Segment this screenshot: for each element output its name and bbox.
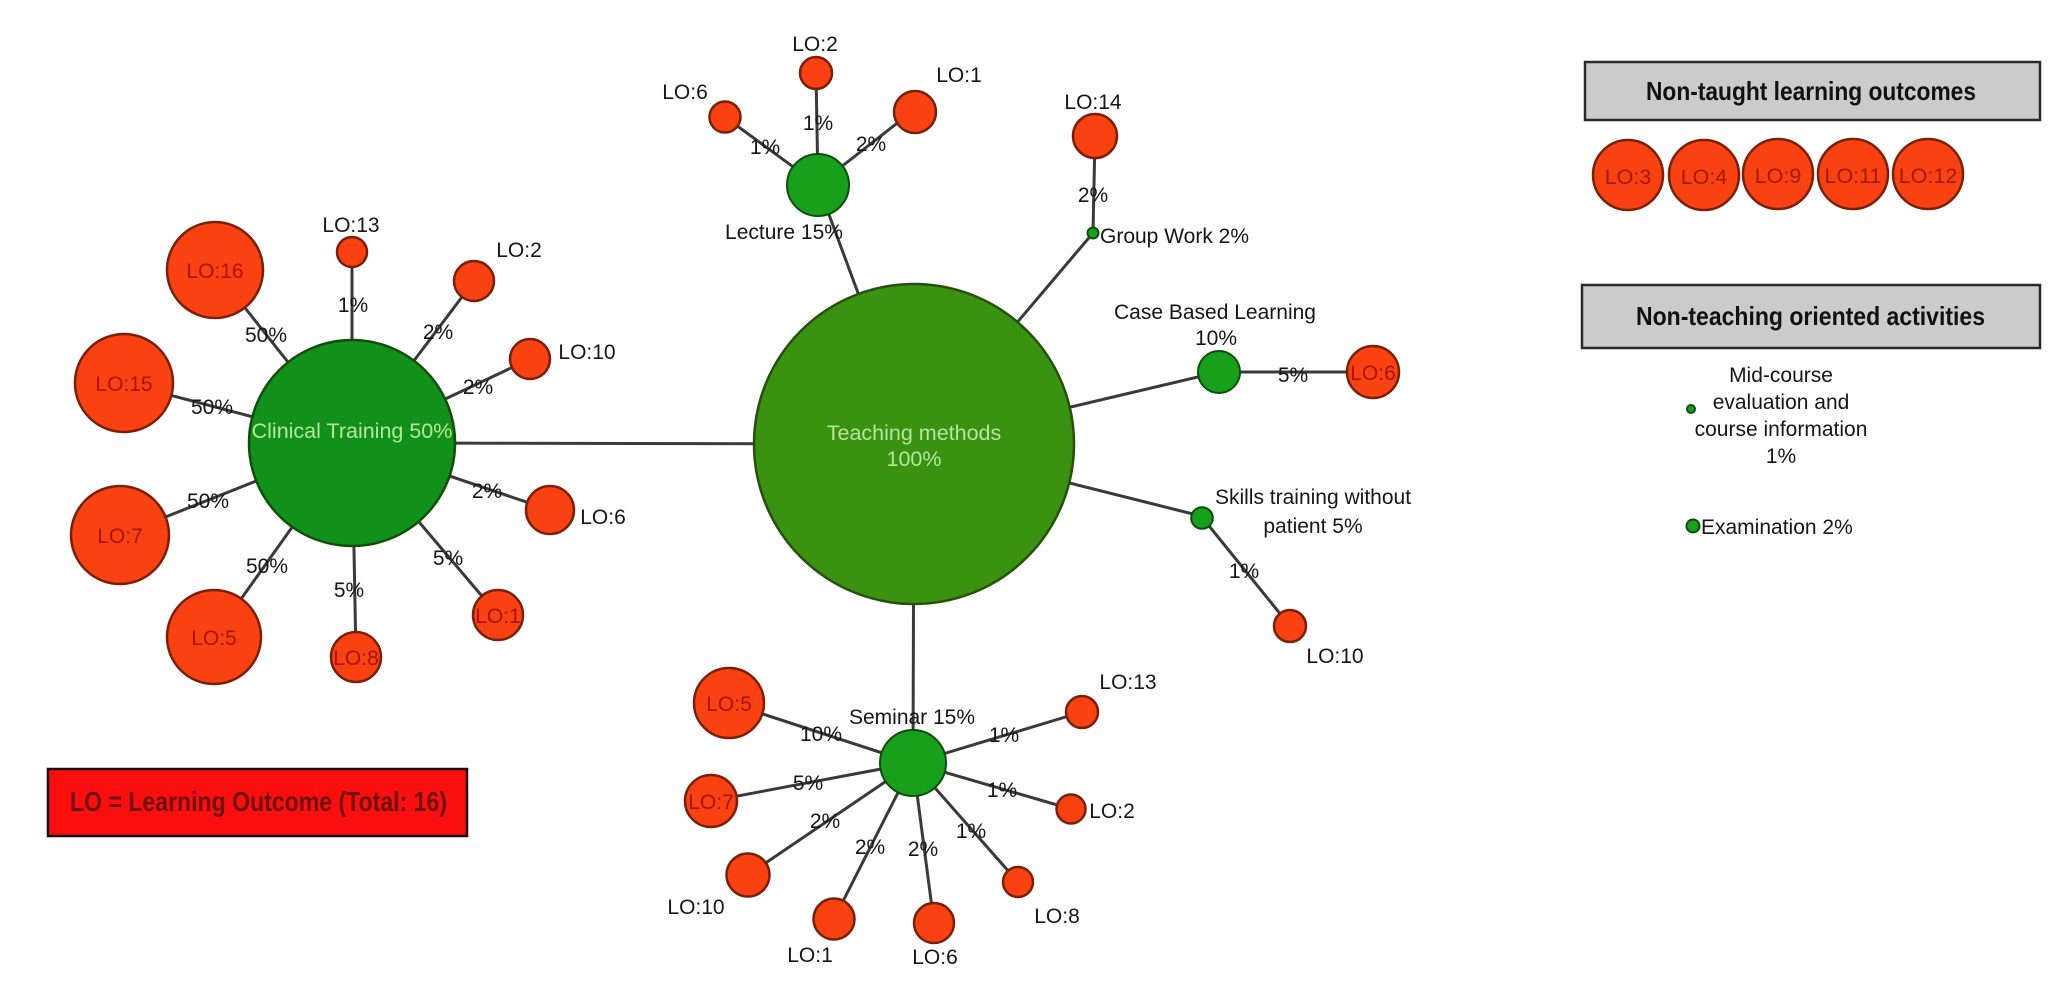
svg-text:50%: 50%	[246, 555, 288, 578]
svg-text:LO = Learning Outcome (Total:: LO = Learning Outcome (Total: 16)	[70, 786, 447, 817]
svg-text:LO:15: LO:15	[95, 373, 152, 396]
svg-text:2%: 2%	[810, 810, 840, 833]
svg-text:2%: 2%	[855, 836, 885, 859]
svg-text:5%: 5%	[1278, 364, 1308, 387]
svg-text:LO:5: LO:5	[191, 627, 237, 650]
svg-text:10%: 10%	[800, 723, 842, 746]
svg-text:LO:13: LO:13	[322, 214, 379, 237]
svg-text:Case Based Learning: Case Based Learning	[1114, 301, 1316, 324]
svg-text:LO:16: LO:16	[186, 260, 243, 283]
svg-text:5%: 5%	[334, 579, 364, 602]
svg-text:2%: 2%	[472, 480, 502, 503]
svg-text:LO:1: LO:1	[787, 944, 833, 967]
svg-text:Non-teaching oriented activiti: Non-teaching oriented activities	[1636, 301, 1985, 331]
svg-text:LO:8: LO:8	[333, 647, 379, 670]
svg-text:Non-taught learning outcomes: Non-taught learning outcomes	[1646, 76, 1976, 106]
svg-text:evaluation and: evaluation and	[1713, 391, 1850, 414]
svg-text:LO:8: LO:8	[1034, 905, 1080, 928]
svg-text:LO:10: LO:10	[1306, 645, 1363, 668]
svg-text:50%: 50%	[187, 490, 229, 513]
svg-text:LO:13: LO:13	[1099, 671, 1156, 694]
svg-text:5%: 5%	[433, 547, 463, 570]
svg-text:Skills training without: Skills training without	[1215, 486, 1411, 509]
svg-text:Examination 2%: Examination 2%	[1701, 516, 1853, 539]
svg-text:2%: 2%	[463, 376, 493, 399]
svg-text:LO:2: LO:2	[792, 33, 838, 56]
svg-text:50%: 50%	[245, 324, 287, 347]
svg-text:LO:6: LO:6	[580, 506, 626, 529]
svg-text:LO:7: LO:7	[97, 525, 143, 548]
svg-text:LO:3: LO:3	[1605, 165, 1652, 189]
svg-text:Lecture 15%: Lecture 15%	[725, 221, 843, 244]
svg-text:50%: 50%	[191, 396, 233, 419]
svg-text:1%: 1%	[987, 779, 1017, 802]
svg-text:LO:1: LO:1	[475, 605, 521, 628]
svg-text:LO:6: LO:6	[662, 81, 708, 104]
svg-text:1%: 1%	[1229, 560, 1259, 583]
svg-text:2%: 2%	[856, 133, 886, 156]
svg-text:LO:5: LO:5	[706, 693, 752, 716]
svg-text:1%: 1%	[750, 136, 780, 159]
svg-text:LO:7: LO:7	[688, 791, 734, 814]
svg-text:LO:4: LO:4	[1681, 165, 1728, 189]
svg-text:2%: 2%	[1078, 184, 1108, 207]
svg-text:10%: 10%	[1195, 327, 1237, 350]
svg-text:LO:2: LO:2	[496, 239, 542, 262]
svg-text:Teaching methods: Teaching methods	[827, 421, 1002, 445]
svg-text:Clinical Training 50%: Clinical Training 50%	[252, 419, 453, 443]
svg-text:1%: 1%	[1766, 445, 1796, 468]
svg-text:LO:6: LO:6	[1350, 362, 1396, 385]
svg-text:patient 5%: patient 5%	[1263, 515, 1362, 538]
svg-text:1%: 1%	[338, 294, 368, 317]
svg-text:LO:10: LO:10	[558, 341, 615, 364]
svg-text:1%: 1%	[956, 820, 986, 843]
svg-text:LO:6: LO:6	[912, 946, 958, 969]
svg-text:1%: 1%	[803, 112, 833, 135]
svg-text:LO:14: LO:14	[1064, 91, 1122, 114]
svg-text:course information: course information	[1695, 418, 1868, 441]
svg-text:LO:12: LO:12	[1899, 164, 1958, 188]
svg-text:1%: 1%	[989, 724, 1019, 747]
svg-text:100%: 100%	[887, 447, 942, 471]
svg-text:LO:11: LO:11	[1825, 164, 1882, 188]
svg-text:Mid-course: Mid-course	[1729, 364, 1833, 387]
svg-text:5%: 5%	[793, 772, 823, 795]
svg-text:2%: 2%	[423, 321, 453, 344]
svg-text:LO:1: LO:1	[936, 64, 982, 87]
svg-text:Seminar 15%: Seminar 15%	[849, 706, 975, 729]
svg-text:Group Work 2%: Group Work 2%	[1100, 225, 1249, 248]
svg-text:LO:2: LO:2	[1089, 800, 1135, 823]
svg-text:LO:9: LO:9	[1755, 164, 1802, 188]
svg-text:2%: 2%	[908, 838, 938, 861]
svg-text:LO:10: LO:10	[667, 896, 724, 919]
